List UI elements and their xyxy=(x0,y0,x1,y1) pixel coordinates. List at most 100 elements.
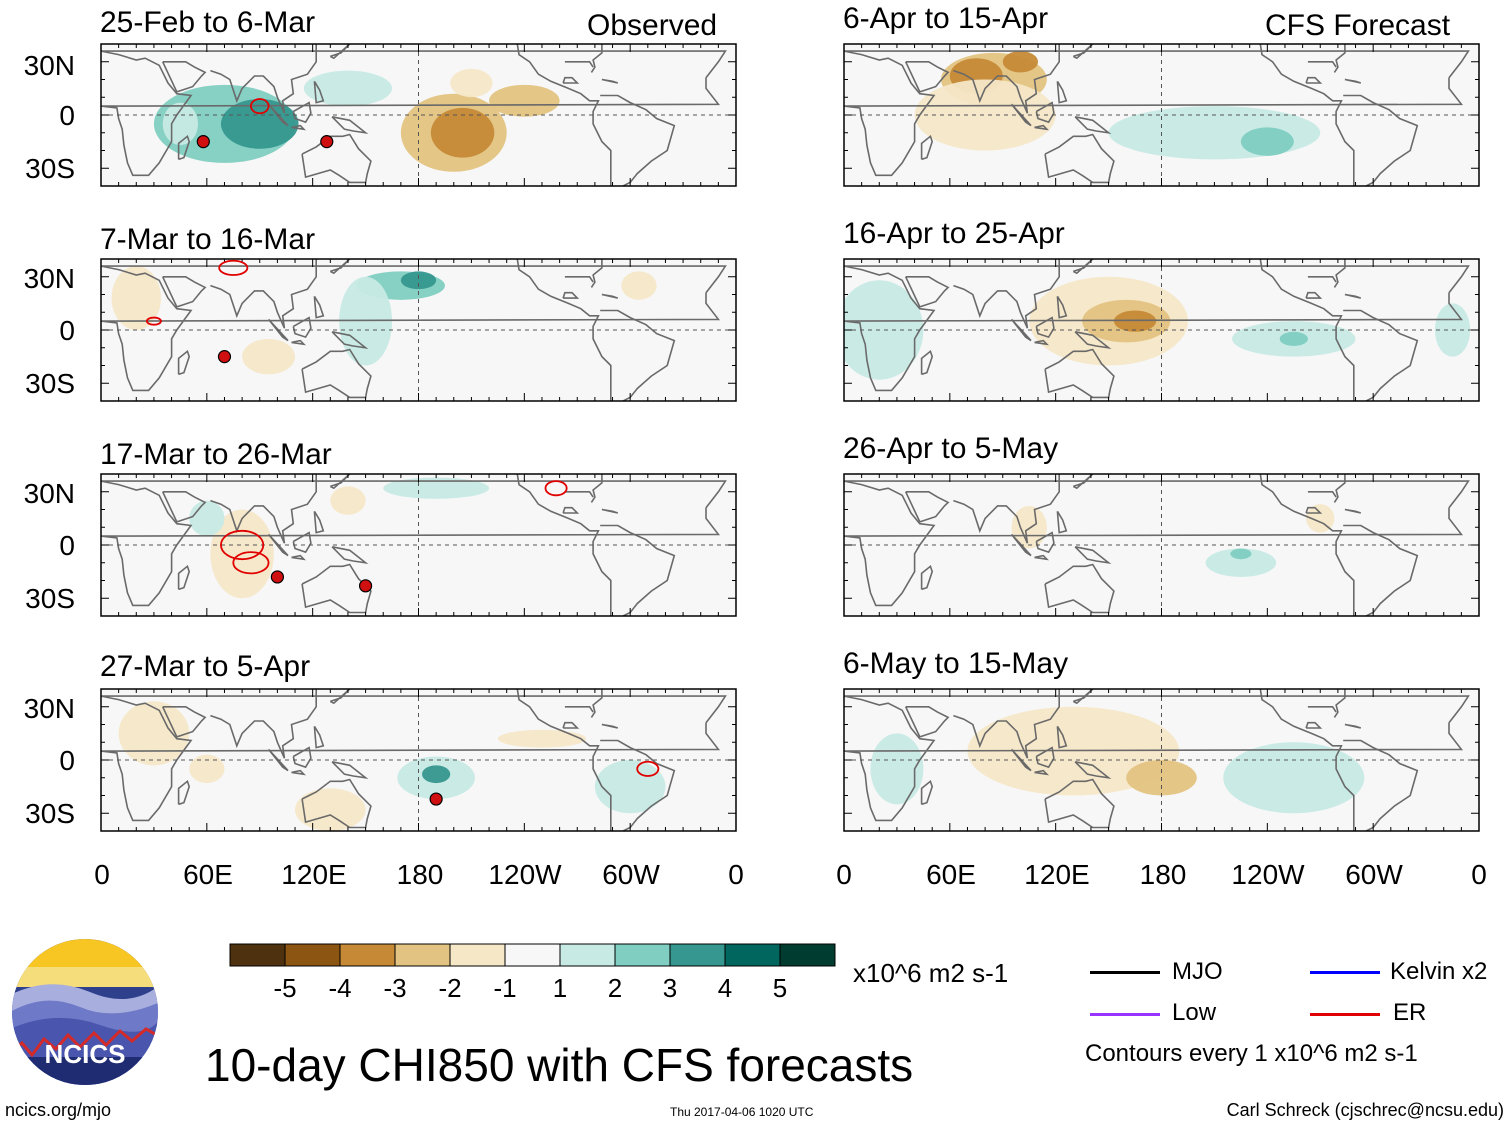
coastline xyxy=(313,510,325,534)
legend-label-low: Low xyxy=(1172,999,1217,1026)
lat-label-30n: 30N xyxy=(23,263,75,294)
panel-title-obs-1: 25-Feb to 6-Mar xyxy=(100,6,316,39)
anomaly-shading xyxy=(450,68,493,98)
lat-label-0: 0 xyxy=(59,530,75,561)
coastline xyxy=(292,746,312,769)
coastline xyxy=(1343,94,1419,186)
cyclone-track-marker xyxy=(429,792,443,806)
coastline xyxy=(210,44,318,114)
coastline xyxy=(920,779,934,806)
coastline xyxy=(291,554,307,561)
legend-line-low xyxy=(1090,1013,1160,1016)
coastline xyxy=(210,259,318,329)
coastline xyxy=(904,490,950,523)
map-panel xyxy=(843,258,1480,402)
coastline xyxy=(564,60,594,68)
coastline xyxy=(1343,309,1419,401)
coastline xyxy=(301,778,372,829)
coastline xyxy=(1074,331,1112,350)
colorbar-label: -1 xyxy=(493,973,517,1003)
coastline xyxy=(600,309,676,401)
coastline xyxy=(101,480,727,607)
map-panel xyxy=(843,43,1480,187)
coastline xyxy=(1307,275,1337,283)
coastline xyxy=(1259,474,1355,616)
coastline xyxy=(1344,508,1362,514)
colorbar-swatch xyxy=(229,943,286,967)
coastline xyxy=(1072,474,1094,490)
panel-title-fcst-2: 16-Apr to 25-Apr xyxy=(843,217,1065,250)
anomaly-shading xyxy=(242,338,296,375)
colorbar-label: -3 xyxy=(383,973,407,1003)
cyclone-track-marker xyxy=(217,350,232,364)
anomaly-shading xyxy=(621,271,657,300)
er-contour xyxy=(636,760,660,777)
anomaly-shading xyxy=(1113,310,1157,332)
coastline xyxy=(844,695,1470,822)
lon-label-0: 0 xyxy=(836,859,852,890)
timestamp: Thu 2017-04-06 1020 UTC xyxy=(670,1105,814,1119)
coastline xyxy=(1259,259,1355,401)
coastline xyxy=(1343,524,1419,616)
lat-label-0: 0 xyxy=(59,745,75,776)
coastline xyxy=(1072,689,1094,705)
coastline xyxy=(177,349,191,376)
cyclone-track-marker xyxy=(358,579,373,593)
coastline xyxy=(1333,689,1346,718)
anomaly-shading xyxy=(330,486,366,515)
anomaly-shading xyxy=(189,754,225,784)
coastline xyxy=(1035,531,1055,554)
coastline xyxy=(904,275,950,308)
coastline xyxy=(920,134,934,161)
coastline xyxy=(562,506,580,514)
colorbar-swatch xyxy=(669,943,726,967)
lon-label-60e: 60E xyxy=(926,859,976,890)
coastline xyxy=(1056,80,1068,104)
anomaly-shading xyxy=(1205,548,1277,577)
coastline xyxy=(291,124,307,131)
coastline xyxy=(329,474,351,490)
coastline xyxy=(1044,563,1115,614)
colorbar-swatch xyxy=(724,943,781,967)
coastline xyxy=(161,60,207,93)
anomaly-shading xyxy=(400,271,437,290)
colorbar-swatch xyxy=(614,943,671,967)
coastline xyxy=(516,689,612,831)
coastline xyxy=(1305,721,1323,729)
anomaly-shading xyxy=(1223,742,1365,814)
legend-label-mjo: MJO xyxy=(1172,958,1223,985)
coastline xyxy=(1034,554,1050,561)
anomaly-shading xyxy=(118,701,190,766)
map-panel xyxy=(843,473,1480,617)
coastline xyxy=(590,689,603,718)
coastline xyxy=(920,564,934,591)
coastline xyxy=(177,134,191,161)
coastline xyxy=(1072,259,1094,275)
anomaly-shading xyxy=(295,788,366,831)
lat-label-30n: 30N xyxy=(23,693,75,724)
anomaly-shading xyxy=(1230,548,1252,560)
footer-site-link[interactable]: ncics.org/mjo xyxy=(5,1100,112,1120)
lon-label-60w: 60W xyxy=(602,859,660,890)
lat-label-30s: 30S xyxy=(25,153,75,184)
coastline xyxy=(590,259,603,288)
coastline xyxy=(329,259,351,275)
lon-label-0: 0 xyxy=(1471,859,1487,890)
coastline xyxy=(1259,44,1355,186)
coastline xyxy=(844,50,1470,177)
anomaly-shading xyxy=(1240,127,1294,156)
lon-label-60w: 60W xyxy=(1345,859,1403,890)
coastline xyxy=(1044,348,1115,399)
legend-line-er xyxy=(1310,1013,1380,1016)
coastline xyxy=(953,474,1060,544)
er-contour xyxy=(145,316,162,326)
coastline xyxy=(562,291,580,299)
coastline xyxy=(101,695,727,822)
cyclone-track-marker xyxy=(270,570,284,584)
logo-text: NCICS xyxy=(45,1039,126,1069)
coastline xyxy=(331,116,369,135)
er-contour xyxy=(218,259,249,276)
er-contour xyxy=(544,480,568,497)
coastline xyxy=(1344,723,1362,729)
